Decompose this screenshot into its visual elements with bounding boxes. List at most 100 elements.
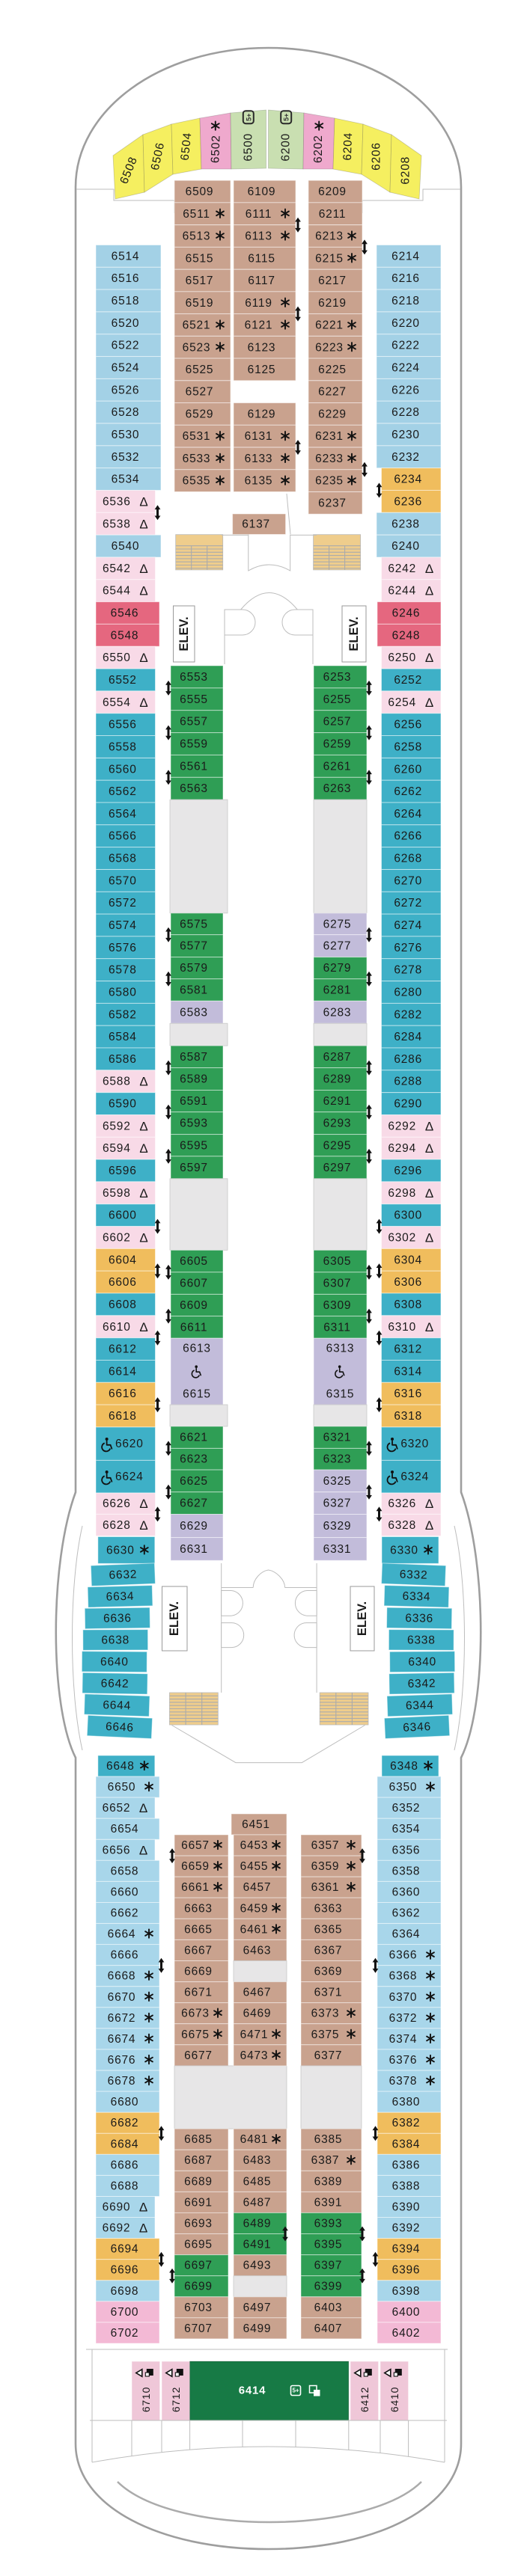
svg-text:Δ: Δ [425, 696, 434, 710]
svg-text:6386: 6386 [392, 2159, 421, 2171]
svg-text:5+: 5+ [245, 114, 252, 121]
svg-text:6656: 6656 [103, 1844, 131, 1856]
svg-text:Δ: Δ [139, 1119, 148, 1133]
svg-text:6369: 6369 [314, 1966, 343, 1978]
svg-text:6357: 6357 [311, 1839, 340, 1852]
svg-text:6352: 6352 [392, 1802, 421, 1815]
svg-text:6548: 6548 [111, 629, 139, 642]
svg-text:6338: 6338 [407, 1634, 436, 1646]
svg-text:5+: 5+ [292, 2388, 299, 2394]
svg-text:6378: 6378 [389, 2075, 418, 2088]
svg-text:6223: 6223 [315, 341, 344, 354]
svg-text:6626: 6626 [103, 1497, 131, 1510]
svg-text:6531: 6531 [183, 430, 211, 443]
svg-text:6315: 6315 [326, 1388, 355, 1401]
svg-text:6582: 6582 [109, 1008, 137, 1021]
svg-text:6113: 6113 [245, 230, 272, 243]
svg-text:Δ: Δ [425, 1119, 434, 1133]
svg-text:6524: 6524 [112, 362, 140, 375]
svg-text:6362: 6362 [392, 1907, 421, 1920]
svg-text:6262: 6262 [394, 785, 422, 798]
svg-text:6291: 6291 [323, 1095, 352, 1108]
svg-text:6375: 6375 [311, 2028, 340, 2041]
svg-text:6473: 6473 [240, 2049, 269, 2062]
svg-text:6277: 6277 [323, 940, 352, 953]
svg-text:6520: 6520 [112, 317, 140, 330]
svg-text:6469: 6469 [243, 2008, 272, 2020]
svg-text:6536: 6536 [103, 495, 131, 508]
svg-text:6393: 6393 [314, 2218, 343, 2230]
svg-text:6594: 6594 [103, 1142, 131, 1155]
svg-text:6221: 6221 [315, 319, 344, 332]
svg-text:6412: 6412 [359, 2387, 371, 2412]
svg-text:6609: 6609 [180, 1299, 208, 1312]
svg-text:6521: 6521 [183, 319, 211, 332]
svg-text:6300: 6300 [394, 1209, 422, 1222]
svg-text:6289: 6289 [323, 1073, 352, 1086]
svg-text:6485: 6485 [243, 2175, 272, 2188]
svg-text:6685: 6685 [184, 2133, 213, 2146]
svg-text:6305: 6305 [323, 1255, 352, 1268]
svg-text:6258: 6258 [394, 741, 422, 754]
svg-text:6576: 6576 [109, 942, 137, 954]
svg-text:6459: 6459 [240, 1902, 269, 1915]
svg-text:6290: 6290 [394, 1098, 422, 1111]
svg-text:6399: 6399 [314, 2281, 343, 2293]
svg-text:6237: 6237 [318, 497, 347, 509]
svg-text:6316: 6316 [394, 1387, 422, 1400]
svg-text:Δ: Δ [425, 1141, 434, 1156]
svg-text:6570: 6570 [109, 874, 137, 887]
svg-text:6388: 6388 [392, 2180, 421, 2192]
svg-text:6326: 6326 [388, 1497, 416, 1510]
svg-text:6387: 6387 [311, 2154, 340, 2167]
svg-text:Δ: Δ [139, 1320, 148, 1334]
svg-text:6373: 6373 [311, 2008, 340, 2020]
svg-text:6396: 6396 [392, 2264, 421, 2277]
svg-text:6561: 6561 [180, 760, 208, 773]
svg-text:Δ: Δ [139, 1231, 148, 1245]
svg-text:6327: 6327 [323, 1497, 352, 1510]
svg-text:Δ: Δ [139, 651, 148, 665]
svg-text:6522: 6522 [112, 340, 140, 352]
svg-text:6213: 6213 [315, 230, 344, 243]
svg-text:6293: 6293 [323, 1117, 352, 1130]
svg-text:6200: 6200 [279, 133, 292, 162]
svg-text:6509: 6509 [186, 185, 214, 198]
svg-text:6332: 6332 [399, 1568, 427, 1581]
svg-text:6654: 6654 [111, 1823, 139, 1836]
svg-text:6244: 6244 [388, 585, 416, 598]
svg-text:6250: 6250 [388, 651, 416, 664]
svg-text:ELEV.: ELEV. [177, 616, 191, 651]
svg-text:6367: 6367 [314, 1944, 343, 1957]
svg-text:6284: 6284 [394, 1031, 422, 1043]
svg-text:6511: 6511 [183, 208, 210, 221]
svg-text:6648: 6648 [106, 1760, 135, 1773]
svg-text:6687: 6687 [184, 2154, 213, 2167]
svg-text:6580: 6580 [109, 987, 137, 999]
svg-text:6389: 6389 [314, 2175, 343, 2188]
svg-text:6627: 6627 [180, 1497, 208, 1510]
svg-text:6676: 6676 [108, 2054, 136, 2067]
svg-text:6256: 6256 [394, 719, 422, 732]
svg-text:6402: 6402 [392, 2327, 421, 2340]
svg-text:6216: 6216 [391, 272, 420, 285]
svg-text:6589: 6589 [180, 1073, 208, 1086]
svg-text:6588: 6588 [103, 1076, 131, 1088]
svg-text:6384: 6384 [392, 2138, 421, 2150]
svg-text:6227: 6227 [318, 386, 347, 399]
svg-text:6229: 6229 [318, 408, 347, 421]
svg-text:6125: 6125 [248, 364, 276, 376]
svg-text:6313: 6313 [326, 1343, 355, 1355]
svg-text:6225: 6225 [318, 364, 347, 376]
svg-text:6286: 6286 [394, 1053, 422, 1066]
svg-text:6586: 6586 [109, 1053, 137, 1066]
svg-text:6489: 6489 [243, 2218, 272, 2230]
svg-text:6117: 6117 [248, 275, 275, 287]
svg-text:6661: 6661 [181, 1881, 210, 1894]
svg-text:6528: 6528 [112, 406, 140, 419]
svg-text:6232: 6232 [391, 451, 420, 464]
svg-text:6314: 6314 [394, 1365, 422, 1378]
svg-text:6312: 6312 [394, 1343, 422, 1356]
svg-text:6575: 6575 [180, 918, 208, 930]
svg-text:Δ: Δ [139, 1843, 148, 1857]
